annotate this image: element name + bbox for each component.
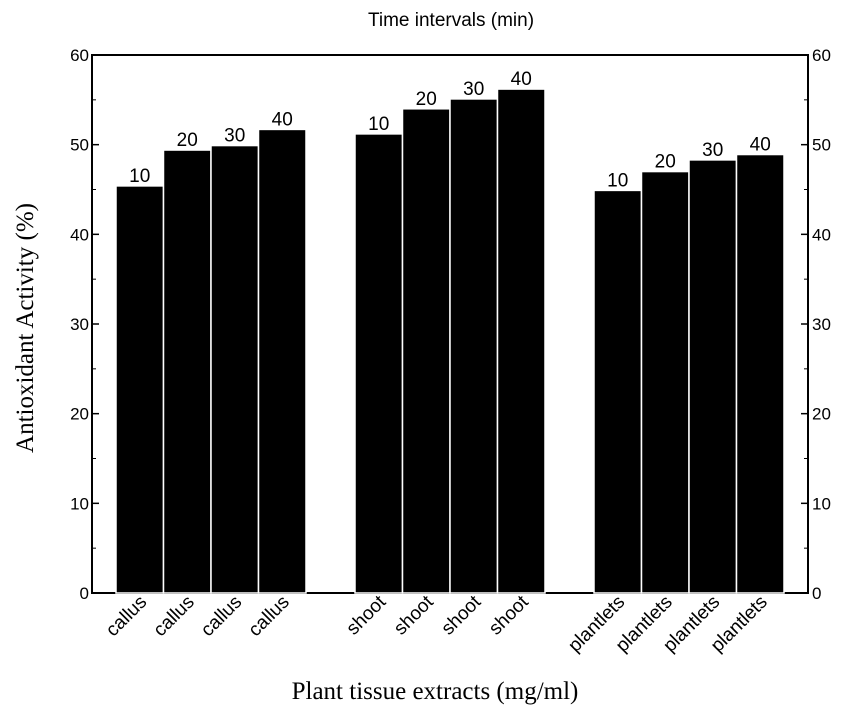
bar [354, 133, 404, 594]
bar [210, 144, 260, 594]
right-y-tick-label: 40 [812, 225, 831, 244]
bar [162, 149, 212, 594]
right-y-tick-label: 60 [812, 46, 831, 65]
right-y-tick-label: 0 [812, 584, 821, 603]
x-category-label: callus [197, 592, 246, 641]
x-category-label: callus [150, 592, 199, 641]
x-category-label: callus [102, 592, 151, 641]
bar-time-label: 40 [272, 109, 293, 130]
bar-time-label: 30 [463, 79, 484, 100]
x-category-label: callus [245, 592, 294, 641]
right-y-tick-label: 30 [812, 315, 831, 334]
bar-time-label: 30 [702, 140, 723, 161]
left-y-tick-label: 20 [70, 405, 89, 424]
bar [401, 108, 451, 594]
bar [688, 159, 738, 594]
bar-time-label: 40 [511, 69, 532, 90]
bar [735, 153, 785, 594]
right-y-tick-label: 50 [812, 136, 831, 155]
bar-time-label: 20 [177, 130, 198, 151]
x-axis-label: Plant tissue extracts (mg/ml) [292, 678, 579, 705]
bar-time-label: 10 [607, 170, 628, 191]
left-y-axis: 0 10 20 30 40 50 60 [70, 46, 99, 603]
x-category-label: shoot [390, 591, 438, 639]
bar-time-label: 10 [129, 166, 150, 187]
time-labels-layer: 10 20 30 40 10 20 30 40 10 20 30 40 [129, 69, 771, 191]
bar [593, 189, 643, 594]
right-y-tick-label: 20 [812, 405, 831, 424]
bar [257, 128, 307, 594]
bar-time-label: 20 [416, 89, 437, 110]
chart-title: Time intervals (min) [368, 10, 534, 31]
bar-time-label: 30 [224, 126, 245, 147]
left-y-tick-label: 10 [70, 494, 89, 513]
left-y-tick-label: 50 [70, 136, 89, 155]
bars-layer [115, 88, 785, 594]
left-y-tick-label: 0 [80, 584, 89, 603]
bar [496, 88, 546, 594]
left-y-tick-label: 60 [70, 46, 89, 65]
bar [449, 98, 499, 594]
right-y-tick-label: 10 [812, 494, 831, 513]
x-category-label: shoot [438, 591, 486, 639]
bar-time-label: 40 [750, 135, 771, 156]
y-axis-label: Antioxidant Activity (%) [12, 203, 39, 453]
bar-time-label: 20 [655, 152, 676, 173]
bar [640, 170, 690, 594]
right-y-axis: 0 10 20 30 40 50 60 [801, 46, 831, 603]
left-y-tick-label: 30 [70, 315, 89, 334]
x-category-label: shoot [485, 591, 533, 639]
x-category-label: shoot [343, 591, 391, 639]
bar-time-label: 10 [368, 114, 389, 135]
bar [115, 185, 165, 594]
left-y-tick-label: 40 [70, 225, 89, 244]
